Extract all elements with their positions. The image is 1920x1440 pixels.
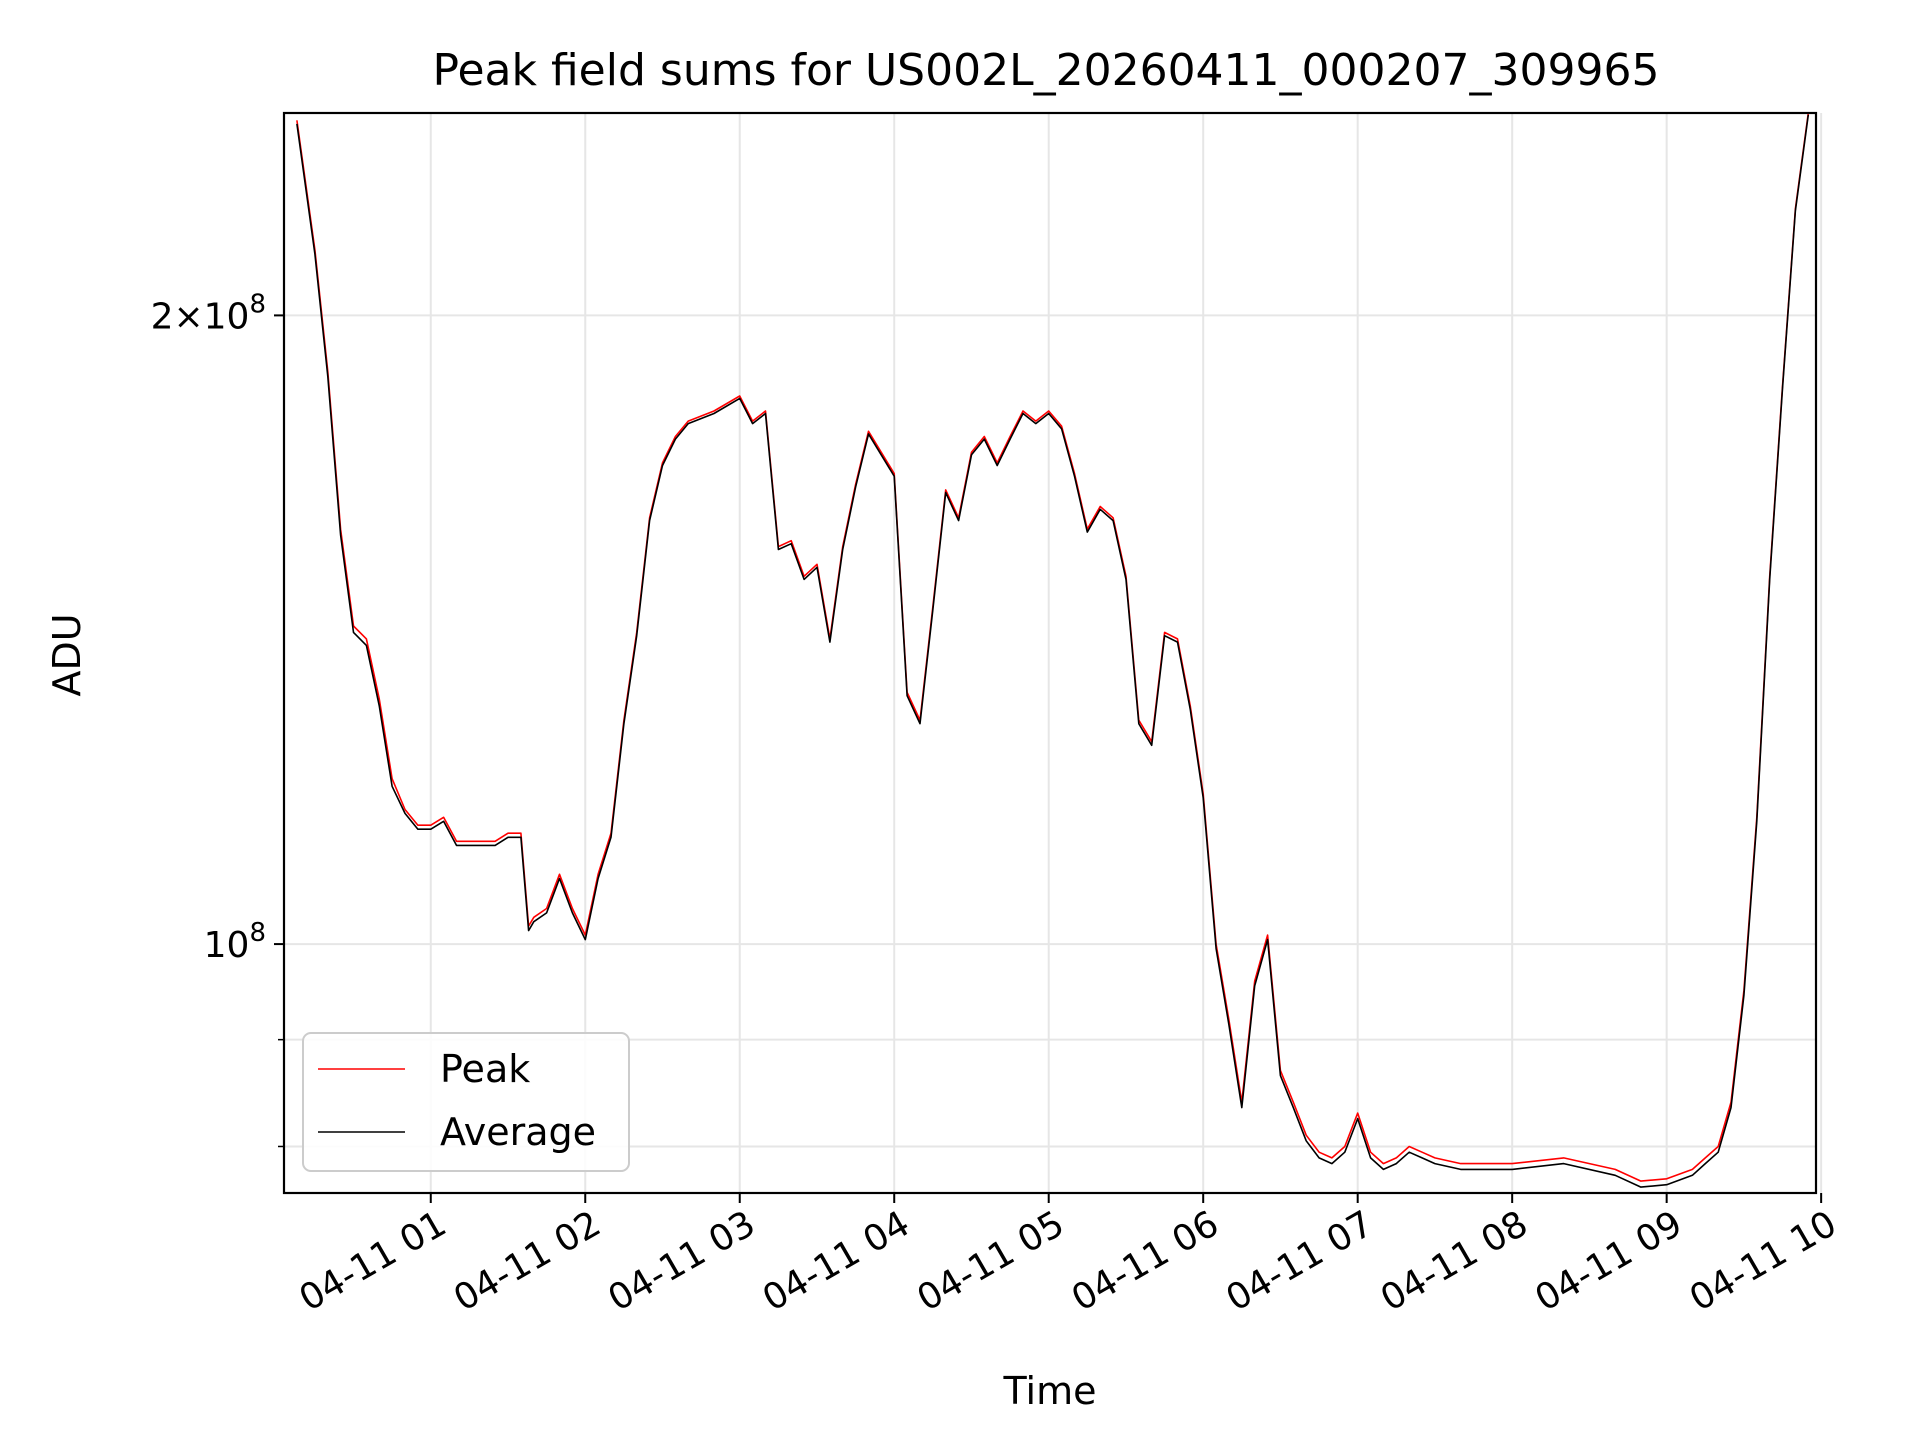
grid-lines xyxy=(284,113,1823,1193)
legend-label-average: Average xyxy=(440,1110,596,1154)
series-line-average xyxy=(296,114,1810,1188)
chart-title: Peak field sums for US002L_20260411_0002… xyxy=(433,45,1660,96)
y-axis-label: ADU xyxy=(45,613,89,696)
series-line-peak xyxy=(296,112,1810,1182)
plot-series xyxy=(296,112,1810,1188)
y-tick-label: 108 xyxy=(204,918,266,966)
legend-label-peak: Peak xyxy=(440,1047,530,1091)
plot-frame xyxy=(282,111,1818,1195)
y-axis-ticks: 108 2×108 xyxy=(151,289,284,1148)
x-axis-label: Time xyxy=(1003,1369,1097,1413)
chart-legend: Peak Average xyxy=(302,1032,630,1172)
legend-box xyxy=(302,1032,630,1172)
y-tick-label: 2×108 xyxy=(151,289,266,337)
